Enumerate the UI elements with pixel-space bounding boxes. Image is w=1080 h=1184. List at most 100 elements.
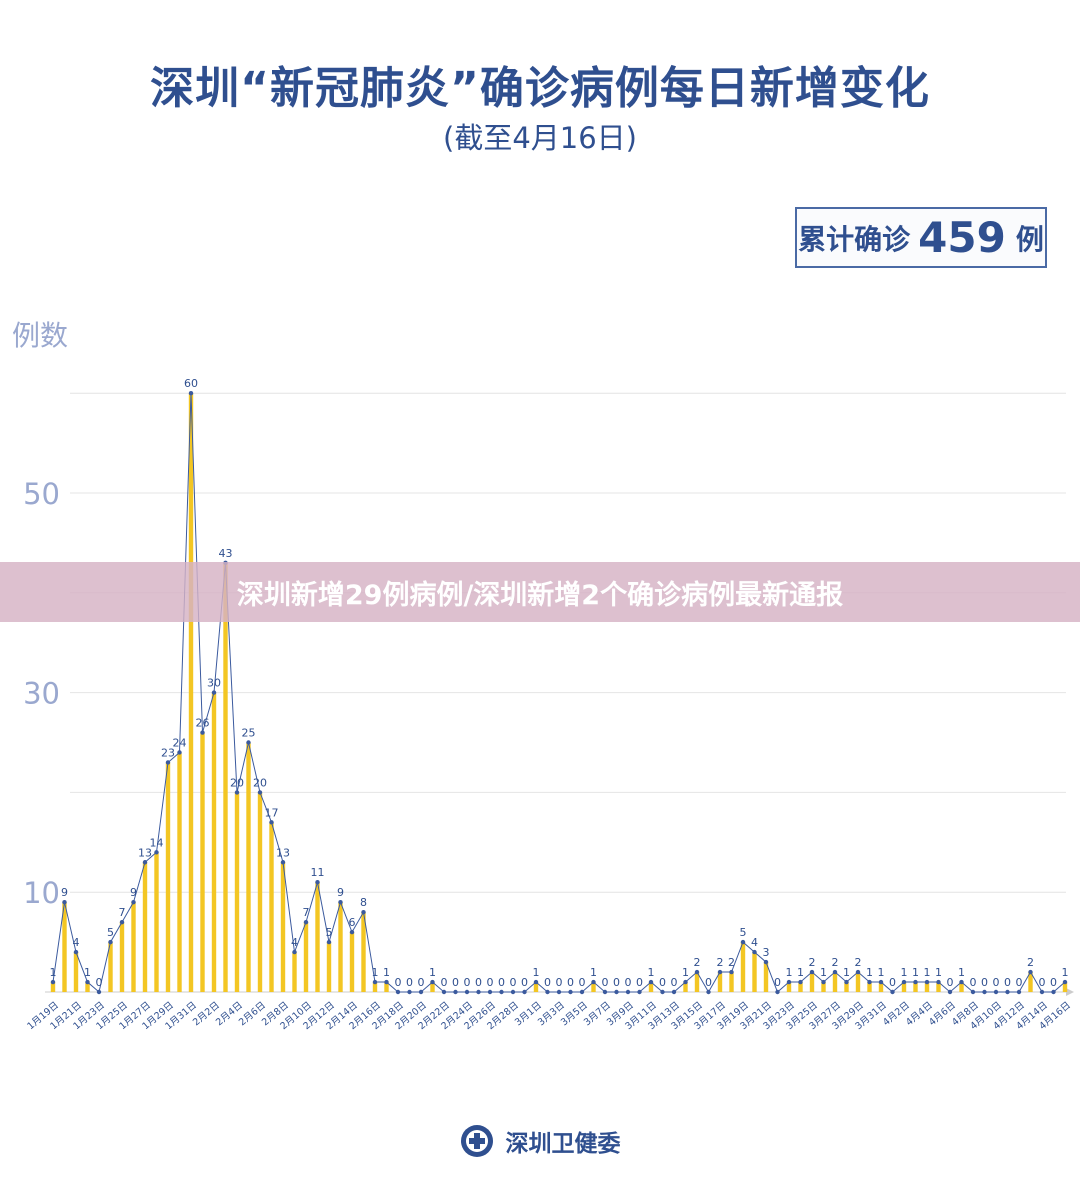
data-label: 1	[682, 966, 689, 979]
data-point	[832, 969, 838, 975]
cumulative-total-box: 累计确诊 459 例	[795, 207, 1047, 268]
data-label: 0	[993, 976, 1000, 989]
data-label: 1	[1062, 966, 1069, 979]
data-point	[188, 391, 194, 396]
bar	[280, 862, 286, 992]
data-point	[315, 880, 320, 885]
bar	[867, 982, 872, 992]
data-label: 26	[196, 717, 210, 730]
data-point	[614, 989, 619, 995]
bar	[533, 982, 539, 992]
data-label: 1	[786, 966, 793, 979]
bar	[62, 902, 67, 992]
data-point	[775, 989, 780, 995]
data-point	[844, 979, 849, 985]
data-point	[625, 989, 631, 995]
data-point	[234, 790, 240, 795]
bar	[913, 982, 918, 992]
bar	[177, 752, 182, 992]
bar	[108, 942, 113, 992]
data-point	[441, 989, 447, 995]
bar	[763, 962, 769, 992]
bar	[1062, 982, 1068, 992]
bar	[223, 562, 228, 992]
bar	[154, 852, 159, 992]
data-label: 14	[150, 836, 164, 849]
bar	[384, 982, 389, 992]
data-point	[418, 989, 424, 995]
data-label: 0	[544, 976, 551, 989]
data-point	[786, 979, 792, 985]
data-point	[1039, 989, 1045, 995]
data-label: 9	[130, 886, 137, 899]
data-point	[855, 969, 861, 975]
data-point	[476, 989, 481, 995]
data-point	[648, 979, 654, 985]
data-point	[257, 790, 263, 795]
bar	[303, 922, 309, 992]
bar	[349, 932, 355, 992]
data-label: 2	[809, 956, 816, 969]
data-point	[763, 959, 769, 965]
data-point	[349, 929, 355, 935]
data-label: 1	[866, 966, 873, 979]
bar	[119, 922, 125, 992]
data-label: 0	[418, 976, 425, 989]
data-point	[660, 989, 665, 995]
data-label: 4	[73, 936, 80, 949]
data-point	[499, 989, 504, 995]
data-point	[556, 989, 562, 995]
data-point	[292, 949, 297, 955]
bar	[50, 982, 56, 992]
data-label: 2	[832, 956, 839, 969]
data-point	[683, 979, 688, 985]
data-point	[1062, 979, 1068, 985]
data-label: 0	[452, 976, 459, 989]
data-point	[752, 949, 757, 955]
data-label: 2	[855, 956, 862, 969]
data-point	[959, 979, 964, 985]
data-label: 0	[96, 976, 103, 989]
bar	[924, 982, 930, 992]
data-point	[993, 989, 999, 995]
data-point	[809, 969, 815, 975]
bar	[1028, 972, 1033, 992]
data-label: 1	[533, 966, 540, 979]
data-label: 0	[659, 976, 666, 989]
data-label: 1	[878, 966, 885, 979]
data-label: 0	[464, 976, 471, 989]
data-label: 6	[349, 916, 356, 929]
data-label: 1	[429, 966, 436, 979]
data-point	[913, 979, 918, 985]
data-point	[545, 989, 550, 995]
data-label: 60	[184, 377, 198, 390]
data-point	[280, 860, 286, 865]
bar	[234, 792, 240, 992]
data-point	[303, 919, 309, 925]
data-point	[1028, 969, 1033, 975]
cumulative-total-unit: 例	[1015, 222, 1044, 256]
data-point	[522, 989, 527, 995]
bar	[717, 972, 723, 992]
bar	[165, 762, 171, 992]
data-label: 1	[50, 966, 57, 979]
data-label: 1	[383, 966, 390, 979]
data-label: 0	[567, 976, 574, 989]
data-point	[395, 989, 401, 995]
bar	[832, 972, 838, 992]
data-point	[142, 860, 148, 865]
bar	[798, 982, 803, 992]
bar	[326, 942, 332, 992]
data-point	[326, 939, 332, 945]
y-tick-label: 30	[23, 677, 60, 711]
data-point	[108, 939, 113, 945]
data-label: 0	[1050, 976, 1057, 989]
data-label: 0	[636, 976, 643, 989]
bar	[85, 982, 90, 992]
data-label: 0	[475, 976, 482, 989]
data-label: 1	[590, 966, 597, 979]
data-point	[970, 989, 976, 995]
chart-title: 深圳“新冠肺炎”确诊病例每日新增变化	[150, 63, 930, 114]
data-point	[947, 989, 953, 995]
bar	[338, 902, 343, 992]
